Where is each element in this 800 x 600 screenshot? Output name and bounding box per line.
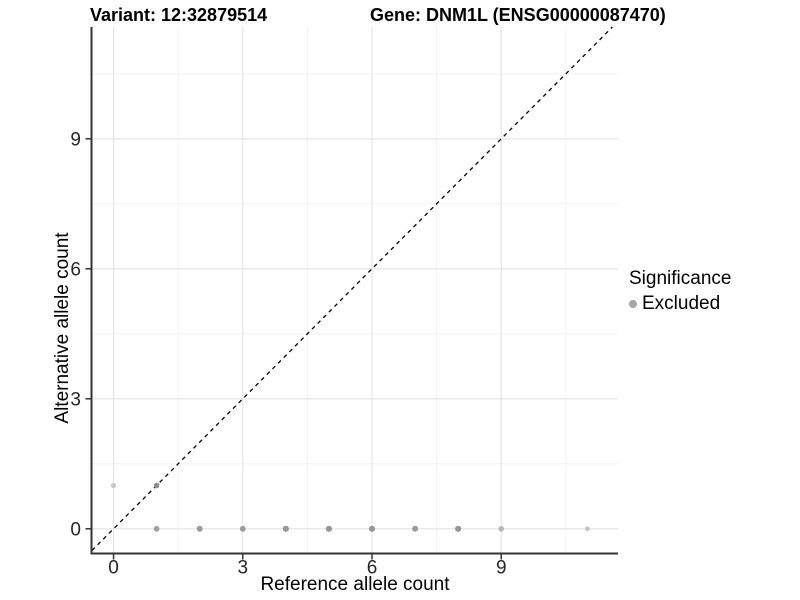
x-axis-title: Reference allele count: [260, 574, 450, 595]
data-point: [412, 525, 419, 532]
y-tick-label: 9: [70, 129, 81, 150]
data-point: [585, 526, 590, 532]
legend-entry-label: Excluded: [642, 293, 721, 314]
data-point: [498, 526, 505, 532]
data-point: [153, 525, 160, 532]
y-tick-label: 6: [70, 259, 81, 280]
data-point: [110, 482, 117, 489]
identity-dashed-line: [91, 26, 613, 551]
legend: Significance Excluded: [629, 268, 731, 315]
data-point: [282, 525, 289, 532]
legend-title: Significance: [629, 268, 732, 289]
legend-entry-excluded: Excluded: [629, 293, 731, 315]
legend-point-icon: [629, 300, 637, 308]
y-axis-title: Alternative allele count: [52, 232, 73, 424]
x-tick-label: 6: [367, 558, 378, 579]
data-point: [196, 525, 203, 532]
y-tick-label: 0: [70, 519, 81, 540]
data-point: [455, 525, 462, 532]
data-point: [153, 482, 160, 489]
gene-title: Gene: DNM1L (ENSG00000087470): [370, 5, 666, 25]
x-tick-label: 0: [108, 558, 119, 579]
plot-panel: [92, 27, 618, 554]
data-point: [325, 525, 333, 532]
data-point: [368, 525, 376, 532]
x-tick-label: 3: [237, 558, 248, 579]
variant-title: Variant: 12:32879514: [90, 5, 268, 25]
data-point: [239, 525, 246, 532]
y-tick-label: 3: [70, 389, 81, 410]
x-tick-label: 9: [496, 558, 507, 579]
